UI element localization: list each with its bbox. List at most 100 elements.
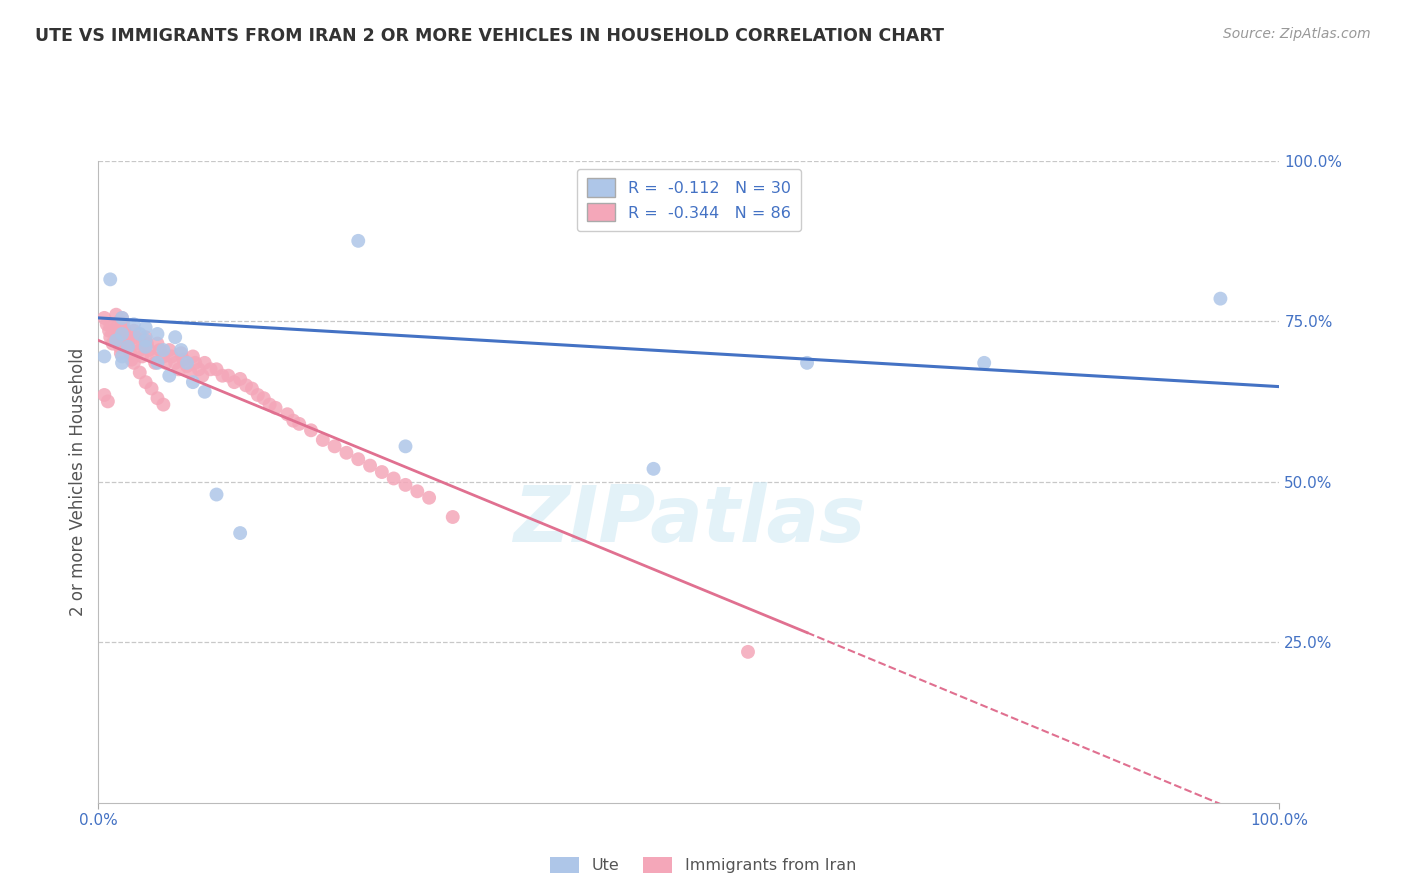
Point	[180, 366, 202, 380]
Point	[141, 382, 163, 396]
Point	[264, 401, 287, 415]
Point	[149, 343, 172, 357]
Point	[135, 320, 157, 334]
Point	[131, 350, 153, 364]
Point	[107, 334, 129, 348]
Point	[283, 414, 305, 428]
Point	[128, 326, 150, 341]
Text: Source: ZipAtlas.com: Source: ZipAtlas.com	[1223, 27, 1371, 41]
Point	[93, 388, 115, 402]
Point	[112, 324, 135, 338]
Text: UTE VS IMMIGRANTS FROM IRAN 2 OR MORE VEHICLES IN HOUSEHOLD CORRELATION CHART: UTE VS IMMIGRANTS FROM IRAN 2 OR MORE VE…	[35, 27, 945, 45]
Point	[135, 334, 157, 348]
Point	[394, 478, 416, 492]
Point	[217, 368, 239, 383]
Point	[973, 356, 995, 370]
Point	[165, 356, 187, 370]
Point	[98, 318, 121, 332]
Point	[93, 310, 115, 325]
Point	[181, 375, 204, 389]
Point	[112, 318, 135, 332]
Point	[111, 310, 134, 325]
Point	[170, 343, 193, 357]
Point	[406, 484, 429, 499]
Point	[288, 417, 311, 431]
Legend: Ute, Immigrants from Iran: Ute, Immigrants from Iran	[544, 850, 862, 880]
Point	[259, 398, 281, 412]
Point	[359, 458, 381, 473]
Point	[128, 343, 150, 357]
Text: ZIPatlas: ZIPatlas	[513, 483, 865, 558]
Point	[176, 356, 198, 370]
Point	[135, 330, 157, 344]
Point	[124, 330, 146, 344]
Point	[181, 350, 204, 364]
Legend: R =  -0.112   N = 30, R =  -0.344   N = 86: R = -0.112 N = 30, R = -0.344 N = 86	[576, 169, 801, 231]
Point	[152, 398, 174, 412]
Point	[737, 645, 759, 659]
Point	[224, 375, 246, 389]
Point	[135, 375, 157, 389]
Point	[229, 372, 252, 386]
Point	[441, 510, 464, 524]
Point	[146, 326, 169, 341]
Point	[184, 356, 207, 370]
Point	[98, 324, 121, 338]
Point	[211, 368, 233, 383]
Point	[335, 446, 357, 460]
Point	[176, 359, 198, 373]
Point	[152, 343, 174, 357]
Point	[205, 487, 228, 501]
Point	[105, 326, 128, 341]
Y-axis label: 2 or more Vehicles in Household: 2 or more Vehicles in Household	[69, 348, 87, 615]
Point	[112, 324, 135, 338]
Point	[146, 336, 169, 351]
Point	[194, 384, 217, 399]
Point	[253, 391, 276, 405]
Point	[229, 526, 252, 541]
Point	[122, 318, 145, 332]
Point	[111, 356, 134, 370]
Point	[155, 356, 177, 370]
Point	[98, 272, 121, 286]
Point	[323, 439, 346, 453]
Point	[418, 491, 440, 505]
Point	[246, 388, 269, 402]
Point	[276, 407, 298, 421]
Point	[114, 330, 136, 344]
Point	[205, 362, 228, 376]
Point	[146, 356, 169, 370]
Point	[143, 356, 166, 370]
Point	[135, 340, 157, 354]
Point	[111, 310, 134, 325]
Point	[101, 336, 124, 351]
Point	[120, 346, 142, 360]
Point	[127, 336, 149, 351]
Point	[347, 452, 370, 467]
Point	[299, 423, 322, 437]
Point	[394, 439, 416, 453]
Point	[135, 336, 157, 351]
Point	[111, 326, 134, 341]
Point	[796, 356, 818, 370]
Point	[157, 343, 180, 357]
Point	[371, 465, 394, 479]
Point	[170, 346, 193, 360]
Point	[165, 330, 187, 344]
Point	[105, 334, 128, 348]
Point	[191, 368, 214, 383]
Point	[117, 336, 139, 351]
Point	[172, 352, 194, 367]
Point	[98, 330, 121, 344]
Point	[111, 350, 134, 364]
Point	[117, 340, 139, 354]
Point	[312, 433, 335, 447]
Point	[122, 356, 145, 370]
Point	[93, 350, 115, 364]
Point	[141, 350, 163, 364]
Point	[643, 462, 665, 476]
Point	[382, 471, 405, 485]
Point	[194, 356, 217, 370]
Point	[200, 362, 222, 376]
Point	[138, 343, 160, 357]
